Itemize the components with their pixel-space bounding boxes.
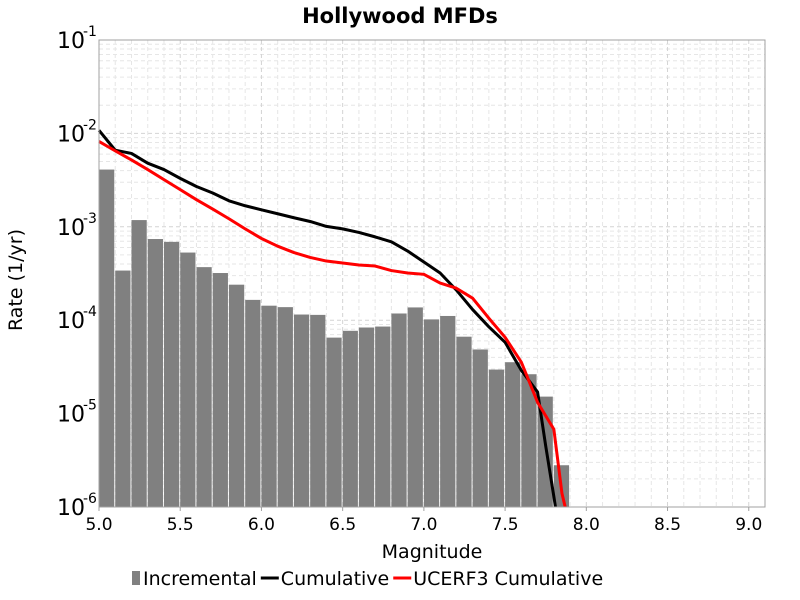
legend-label-incremental: Incremental	[143, 568, 257, 590]
y-tick-exponent: -6	[83, 491, 97, 507]
incremental-bar	[423, 319, 440, 507]
y-tick-label: 10	[57, 496, 85, 521]
y-axis-label: Rate (1/yr)	[5, 229, 27, 331]
chart-title: Hollywood MFDs	[302, 4, 498, 28]
x-tick-label: 8.5	[654, 515, 681, 535]
incremental-bar	[196, 267, 212, 507]
x-tick-label: 5.5	[167, 515, 194, 535]
incremental-bars	[99, 169, 570, 508]
incremental-bar	[261, 305, 277, 507]
plot-frame	[98, 39, 766, 508]
legend: Incremental Cumulative UCERF3 Cumulative	[132, 568, 603, 590]
incremental-bar	[440, 315, 456, 507]
incremental-bar	[180, 252, 196, 507]
x-tick-label: 6.0	[248, 515, 275, 535]
incremental-bar	[293, 314, 310, 507]
y-tick-exponent: -3	[83, 211, 97, 227]
x-tick-label: 7.0	[410, 515, 437, 535]
y-axis-ticks: 10-610-510-410-310-210-1	[57, 24, 97, 521]
incremental-bar	[342, 330, 358, 507]
incremental-bar	[245, 299, 261, 507]
x-tick-label: 5.0	[85, 515, 112, 535]
legend-label-ucerf3-cumulative: UCERF3 Cumulative	[413, 568, 603, 590]
incremental-bar	[212, 273, 228, 507]
y-tick-label: 10	[57, 29, 85, 54]
incremental-bar	[375, 326, 391, 507]
grid	[99, 40, 766, 508]
incremental-bar	[228, 284, 245, 507]
incremental-bar	[505, 362, 521, 507]
incremental-bar	[488, 369, 505, 507]
x-tick-label: 6.5	[329, 515, 356, 535]
y-tick-exponent: -5	[83, 398, 97, 414]
y-tick-label: 10	[57, 309, 85, 334]
y-tick-label: 10	[57, 216, 85, 241]
incremental-bar	[99, 169, 115, 508]
x-tick-label: 7.5	[492, 515, 519, 535]
legend-label-cumulative: Cumulative	[281, 568, 389, 590]
incremental-bar	[472, 349, 488, 507]
legend-swatch-incremental	[132, 571, 140, 585]
incremental-bar	[358, 327, 375, 507]
x-axis-label: Magnitude	[382, 541, 483, 563]
incremental-bar	[407, 307, 423, 507]
incremental-bar	[277, 307, 293, 507]
y-tick-exponent: -2	[83, 117, 97, 133]
y-tick-exponent: -1	[83, 24, 97, 40]
y-tick-label: 10	[57, 403, 85, 428]
incremental-bar	[131, 220, 147, 507]
x-axis-ticks: 5.0 5.5 6.0 6.5 7.0 7.5 8.0 8.5 9.0	[85, 507, 762, 535]
x-tick-label: 9.0	[735, 515, 762, 535]
x-tick-label: 8.0	[573, 515, 600, 535]
incremental-bar	[163, 241, 180, 507]
incremental-bar	[391, 313, 407, 507]
incremental-bar	[115, 270, 131, 507]
y-tick-label: 10	[57, 122, 85, 147]
incremental-bar	[310, 314, 326, 507]
ucerf3-cumulative-line	[98, 140, 567, 508]
incremental-bar	[456, 336, 472, 507]
incremental-bar	[326, 337, 342, 507]
incremental-bar	[521, 374, 537, 507]
cumulative-line	[97, 129, 557, 508]
cumulative-lines	[97, 129, 567, 508]
incremental-bar	[147, 239, 163, 507]
y-tick-exponent: -4	[83, 304, 97, 320]
